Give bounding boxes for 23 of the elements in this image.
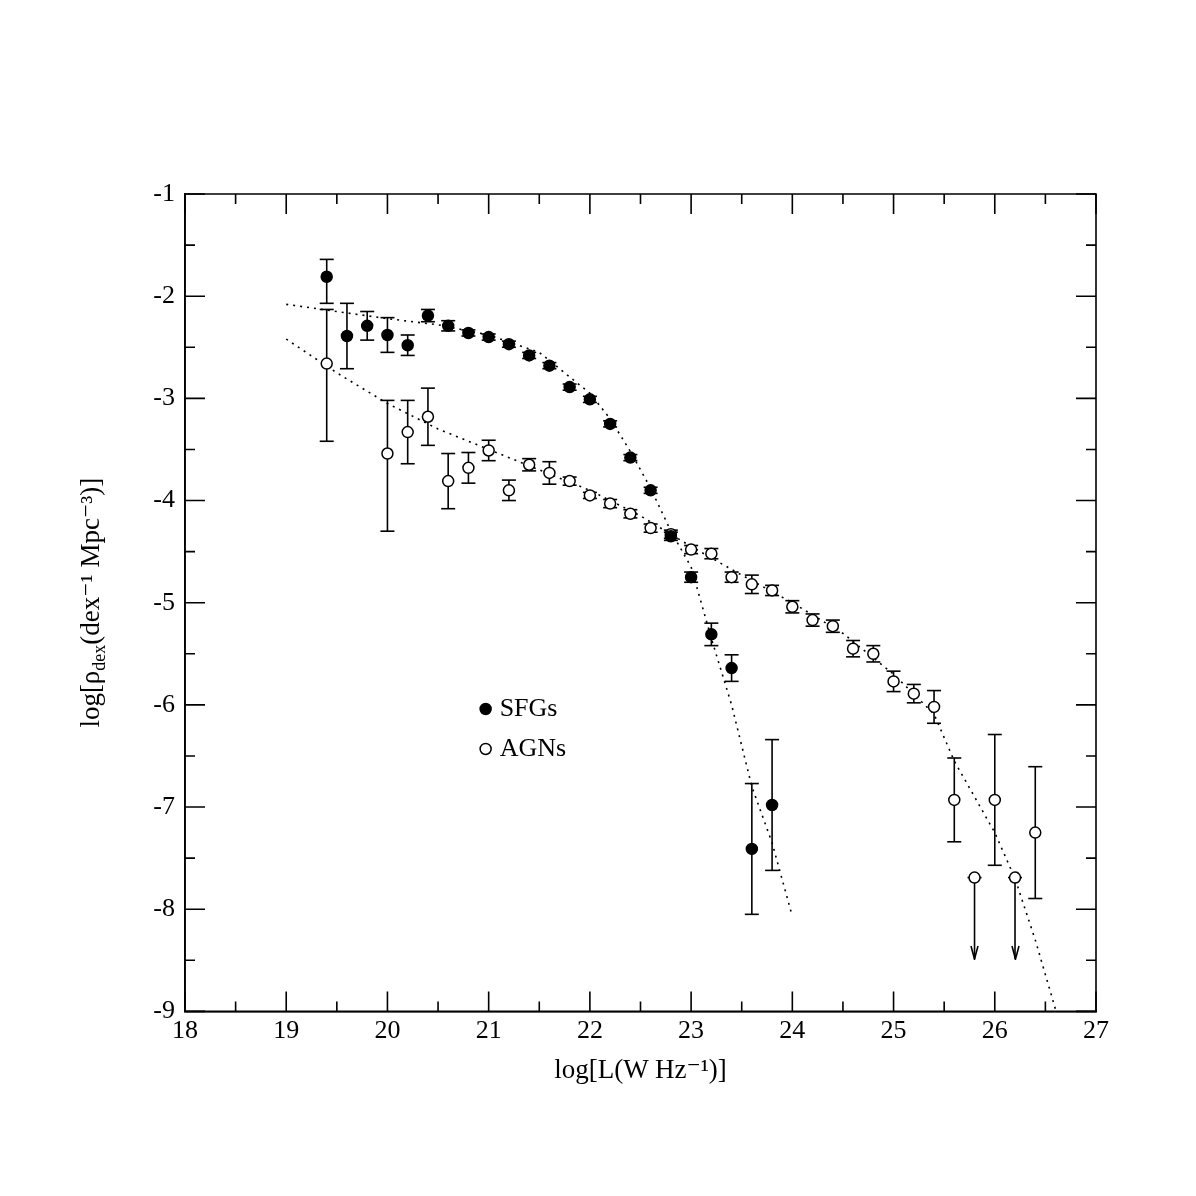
x-tick-label: 21: [475, 1014, 502, 1044]
x-tick-label: 25: [880, 1014, 907, 1044]
y-axis-title: log[ρdex(dex⁻¹ Mpc⁻³)]: [75, 477, 109, 728]
y-tick-label: -7: [153, 790, 175, 820]
x-tick-label: 22: [576, 1014, 603, 1044]
y-tick-label: -1: [153, 177, 175, 207]
x-axis-title: log[L(W Hz⁻¹)]: [554, 1053, 727, 1084]
x-tick-label: 23: [678, 1014, 705, 1044]
x-tick-label: 27: [1083, 1014, 1109, 1044]
y-tick-label: -8: [153, 893, 175, 923]
x-tick-label: 24: [779, 1014, 806, 1044]
y-tick-label: -9: [153, 995, 175, 1025]
x-tick-label: 18: [172, 1014, 198, 1044]
x-tick-label: 19: [273, 1014, 300, 1044]
y-tick-label: -3: [153, 382, 175, 412]
y-tick-label: -6: [153, 688, 175, 718]
x-tick-label: 20: [374, 1014, 401, 1044]
y-tick-label: -4: [153, 484, 175, 514]
legend-label: AGNs: [499, 732, 567, 762]
y-tick-label: -2: [153, 280, 175, 309]
y-tick-label: -5: [153, 586, 175, 616]
x-tick-label: 26: [981, 1014, 1008, 1044]
legend-label: SFGs: [499, 692, 558, 722]
